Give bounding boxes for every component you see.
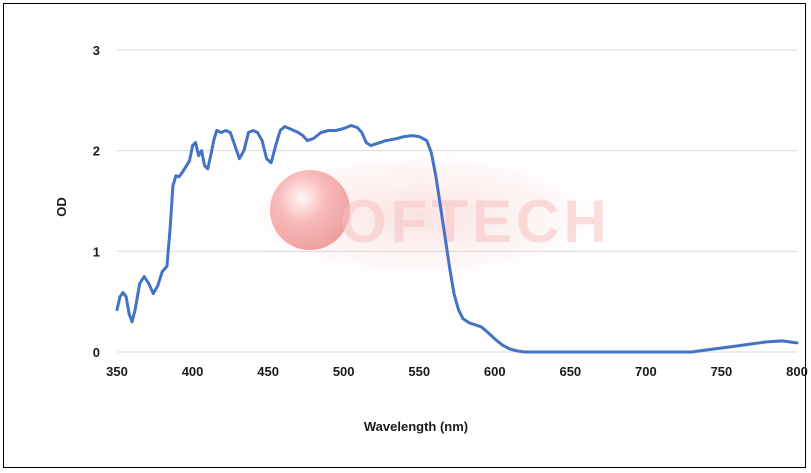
x-tick-label: 750 xyxy=(711,364,733,379)
x-tick-label: 500 xyxy=(333,364,355,379)
x-tick-label: 550 xyxy=(408,364,430,379)
watermark-logo: OFTECH xyxy=(220,145,620,285)
y-axis-label: OD xyxy=(54,197,69,217)
y-tick-labels: 0 1 2 3 xyxy=(93,43,100,360)
y-tick-label: 1 xyxy=(93,244,100,259)
x-axis-label: Wavelength (nm) xyxy=(364,419,468,434)
series-layer xyxy=(115,124,799,354)
svg-text:OFTECH: OFTECH xyxy=(340,188,611,255)
x-tick-label: 800 xyxy=(786,364,808,379)
y-tick-label: 2 xyxy=(93,144,100,159)
x-tick-label: 350 xyxy=(106,364,128,379)
y-tick-label: 3 xyxy=(93,43,100,58)
x-tick-labels: 350 400 450 500 550 600 650 700 750 800 xyxy=(106,364,808,379)
x-tick-label: 400 xyxy=(182,364,204,379)
x-tick-label: 600 xyxy=(484,364,506,379)
x-tick-label: 650 xyxy=(559,364,581,379)
series-line-0 xyxy=(115,124,799,354)
x-tick-label: 700 xyxy=(635,364,657,379)
x-tick-label: 450 xyxy=(257,364,279,379)
y-tick-label: 0 xyxy=(93,345,100,360)
